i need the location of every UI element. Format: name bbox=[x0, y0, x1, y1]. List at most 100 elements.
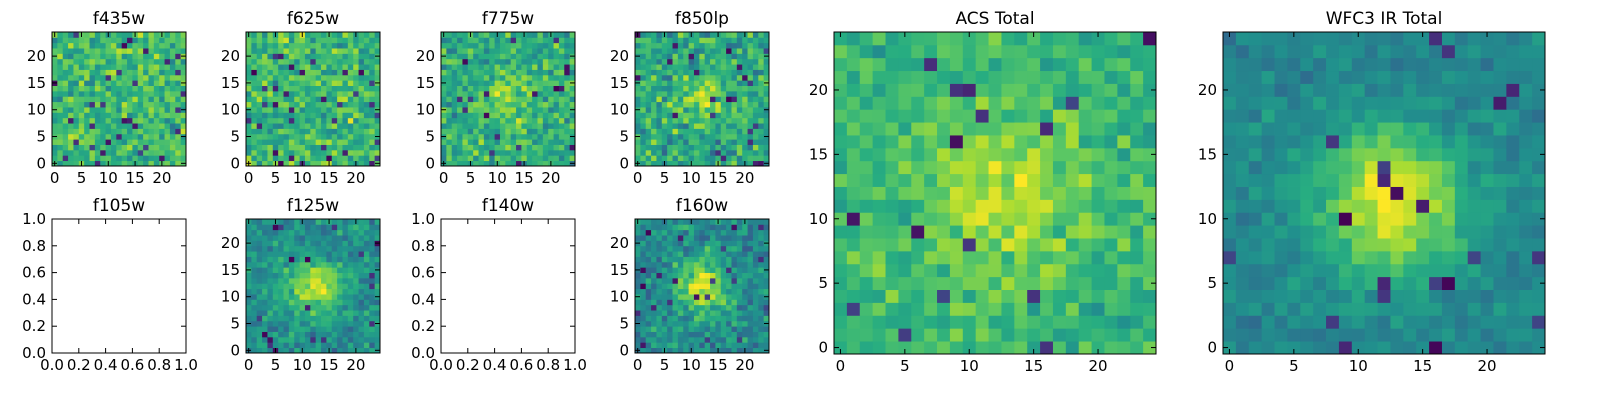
heatmap-cell bbox=[677, 74, 684, 81]
heatmap-cell bbox=[688, 96, 695, 103]
heatmap-cell bbox=[483, 42, 490, 49]
heatmap-cell bbox=[337, 32, 343, 38]
heatmap-cell bbox=[1248, 212, 1263, 226]
heatmap-cell bbox=[672, 240, 679, 247]
heatmap-cell bbox=[121, 69, 128, 76]
heatmap-cell bbox=[677, 90, 684, 97]
heatmap-cell bbox=[62, 96, 69, 103]
heatmap-cell bbox=[489, 107, 495, 113]
heatmap-cell bbox=[180, 90, 187, 97]
heatmap-cell bbox=[175, 42, 182, 49]
heatmap-cell bbox=[747, 288, 754, 295]
heatmap-cell bbox=[710, 294, 716, 300]
heatmap-cell bbox=[693, 85, 700, 92]
heatmap-cell bbox=[57, 160, 64, 167]
heatmap-cell bbox=[667, 85, 673, 92]
heatmap-cell bbox=[121, 48, 128, 54]
heatmap-cell bbox=[304, 90, 311, 97]
heatmap-cell bbox=[510, 149, 517, 156]
heatmap-cell bbox=[661, 96, 668, 103]
heatmap-cell bbox=[635, 310, 641, 316]
heatmap-cell bbox=[710, 155, 716, 162]
heatmap-cell bbox=[710, 64, 716, 70]
heatmap-cell bbox=[731, 331, 738, 338]
heatmap-cell bbox=[262, 42, 268, 49]
heatmap-cell bbox=[321, 37, 327, 44]
heatmap-cell bbox=[256, 277, 263, 284]
heatmap-cell bbox=[1480, 212, 1494, 226]
heatmap-cell bbox=[1364, 302, 1378, 316]
heatmap-cell bbox=[299, 283, 306, 290]
heatmap-cell bbox=[1441, 328, 1456, 342]
heatmap-cell bbox=[369, 320, 376, 327]
heatmap-cell bbox=[288, 133, 295, 140]
heatmap-cell bbox=[1001, 263, 1015, 278]
heatmap-cell bbox=[1091, 212, 1105, 226]
x-tick-label: 0 bbox=[244, 169, 254, 187]
heatmap-cell bbox=[758, 229, 765, 236]
heatmap-cell bbox=[132, 144, 139, 151]
heatmap-cell bbox=[645, 74, 652, 81]
heatmap-cell bbox=[949, 44, 964, 59]
heatmap-cell bbox=[553, 69, 560, 76]
heatmap-cell bbox=[342, 128, 349, 135]
heatmap-cell bbox=[462, 139, 469, 145]
heatmap-cell bbox=[1143, 289, 1157, 303]
heatmap-cell bbox=[342, 240, 349, 247]
heatmap-cell bbox=[510, 160, 517, 167]
heatmap-cell bbox=[358, 251, 365, 257]
heatmap-cell bbox=[451, 96, 458, 103]
heatmap-cell bbox=[326, 74, 333, 81]
heatmap-cell bbox=[116, 128, 123, 135]
heatmap-cell bbox=[1117, 289, 1131, 303]
heatmap-cell bbox=[321, 58, 327, 65]
heatmap-cell bbox=[1506, 212, 1520, 226]
heatmap-cell bbox=[283, 299, 290, 306]
heatmap-cell bbox=[278, 80, 284, 86]
heatmap-cell bbox=[537, 48, 544, 54]
heatmap-cell bbox=[121, 42, 128, 49]
heatmap-cell bbox=[726, 117, 732, 124]
heatmap-cell bbox=[175, 69, 182, 76]
heatmap-cell bbox=[672, 32, 679, 38]
heatmap-cell bbox=[558, 69, 565, 76]
heatmap-cell bbox=[758, 240, 765, 247]
heatmap-cell bbox=[105, 53, 112, 60]
heatmap-cell bbox=[326, 144, 333, 151]
heatmap-cell bbox=[677, 240, 684, 247]
heatmap-cell bbox=[148, 101, 155, 108]
heatmap-cell bbox=[288, 310, 295, 316]
heatmap-cell bbox=[672, 96, 679, 103]
heatmap-cell bbox=[693, 144, 700, 151]
heatmap-cell bbox=[89, 155, 96, 162]
heatmap-cell bbox=[558, 85, 565, 92]
heatmap-cell bbox=[1104, 225, 1118, 239]
heatmap-cell bbox=[1014, 263, 1028, 278]
heatmap-cell bbox=[651, 315, 657, 322]
heatmap-cell bbox=[374, 64, 381, 70]
heatmap-cell bbox=[278, 155, 284, 162]
heatmap-cell bbox=[299, 48, 306, 54]
heatmap-cell bbox=[283, 272, 290, 279]
heatmap-cell bbox=[121, 128, 128, 135]
heatmap-cell bbox=[73, 133, 80, 140]
heatmap-cell bbox=[1052, 173, 1067, 187]
heatmap-cell bbox=[988, 341, 1002, 355]
y-tick-label: 15 bbox=[221, 261, 240, 279]
heatmap-cell bbox=[651, 277, 657, 284]
heatmap-cell bbox=[1467, 302, 1481, 316]
heatmap-cell bbox=[94, 74, 101, 81]
heatmap-cell bbox=[321, 310, 327, 316]
heatmap-cell bbox=[52, 101, 58, 108]
heatmap-cell bbox=[110, 107, 117, 113]
heatmap-cell bbox=[521, 123, 528, 129]
heatmap-cell bbox=[720, 69, 727, 76]
heatmap-cell bbox=[347, 320, 354, 327]
heatmap-cell bbox=[369, 139, 376, 145]
heatmap-cell bbox=[661, 117, 668, 124]
heatmap-cell bbox=[937, 315, 951, 329]
heatmap-cell bbox=[310, 272, 317, 279]
heatmap-cell bbox=[640, 128, 647, 135]
x-tick-label: 15 bbox=[320, 356, 339, 374]
heatmap-cell bbox=[483, 144, 490, 151]
